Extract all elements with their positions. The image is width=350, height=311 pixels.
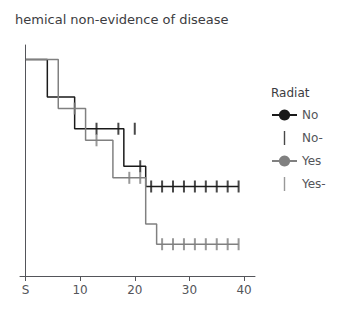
svg-text:10: 10 (72, 283, 87, 297)
svg-text:20: 20 (127, 283, 142, 297)
svg-text:No: No (302, 108, 318, 122)
svg-text:S: S (22, 283, 30, 297)
svg-text:Radiat: Radiat (271, 86, 310, 100)
svg-text:No-: No- (302, 131, 323, 145)
svg-text:Yes-: Yes- (301, 177, 326, 191)
svg-text:40: 40 (236, 283, 251, 297)
svg-text:Yes: Yes (301, 154, 321, 168)
svg-text:30: 30 (182, 283, 197, 297)
svg-text:hemical non-evidence of diseas: hemical non-evidence of disease (15, 12, 229, 27)
